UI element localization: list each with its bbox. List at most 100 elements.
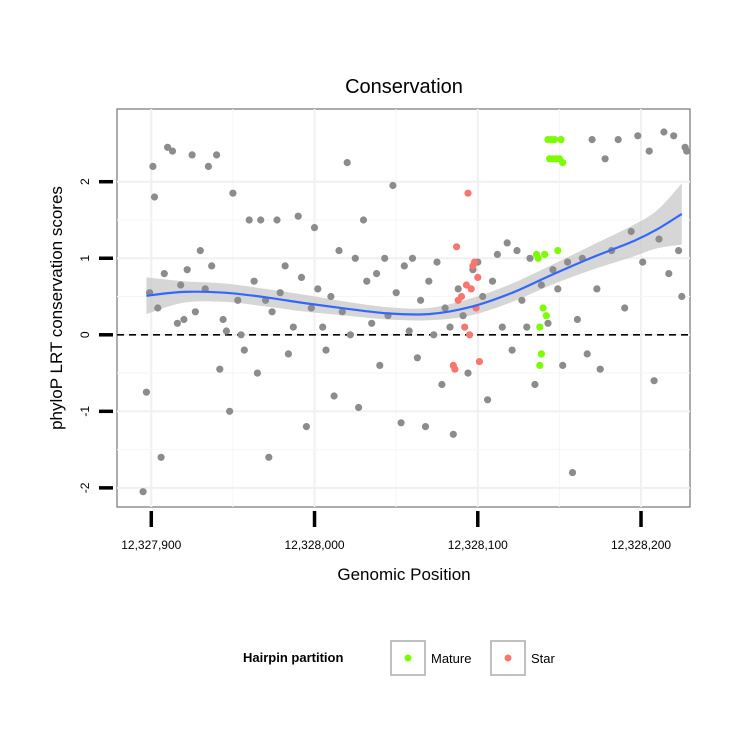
data-point-other xyxy=(405,327,413,335)
legend-key-mature xyxy=(390,640,426,676)
data-point-other xyxy=(188,151,196,159)
data-point-other xyxy=(180,315,188,324)
legend-dot-mature xyxy=(404,654,412,662)
data-point-other xyxy=(425,277,433,285)
data-point-star xyxy=(457,292,466,301)
data-point-other xyxy=(222,327,230,335)
data-point-other xyxy=(319,323,327,331)
data-point-other xyxy=(583,350,591,358)
data-point-other xyxy=(441,304,449,312)
data-point-other xyxy=(503,239,511,247)
data-point-other xyxy=(554,285,562,293)
data-point-other xyxy=(392,289,400,297)
data-point-other xyxy=(226,407,234,415)
data-point-mature xyxy=(537,350,546,358)
data-point-other xyxy=(488,277,497,285)
data-point-mature xyxy=(542,312,550,320)
data-point-other xyxy=(346,331,354,339)
data-point-other xyxy=(142,388,150,396)
data-point-other xyxy=(245,216,253,224)
data-point-other xyxy=(568,469,577,477)
data-point-other xyxy=(413,354,421,362)
data-point-other xyxy=(191,308,199,316)
data-point-other xyxy=(240,346,248,354)
confidence-band-layer xyxy=(146,183,682,321)
data-point-other xyxy=(438,380,446,389)
data-point-other xyxy=(368,319,376,327)
data-point-other xyxy=(655,235,663,243)
data-point-star xyxy=(462,281,470,289)
data-point-other xyxy=(250,277,258,285)
data-point-other xyxy=(513,247,521,255)
data-point-other xyxy=(665,270,673,278)
data-point-other xyxy=(314,285,322,293)
data-point-other xyxy=(157,453,165,461)
legend-entry-star: Star xyxy=(490,640,556,676)
data-point-other xyxy=(537,281,546,289)
data-point-other xyxy=(355,403,363,412)
data-point-other xyxy=(307,304,315,312)
data-point-other xyxy=(417,296,425,304)
data-point-star xyxy=(451,365,459,373)
legend-label-mature: Mature xyxy=(431,651,471,666)
data-point-other xyxy=(484,396,492,404)
confidence-band xyxy=(146,183,682,321)
data-point-other xyxy=(276,289,284,297)
smooth-trend-line xyxy=(146,212,683,316)
data-point-other xyxy=(177,281,185,289)
data-point-other xyxy=(588,136,596,144)
data-point-other xyxy=(351,254,359,262)
data-point-other xyxy=(634,132,642,140)
data-point-other xyxy=(257,216,265,224)
data-point-other xyxy=(237,331,245,339)
data-point-other xyxy=(464,369,472,377)
data-point-other xyxy=(154,304,162,312)
data-point-other xyxy=(150,193,159,201)
data-point-other xyxy=(273,216,281,224)
data-point-other xyxy=(376,361,384,369)
data-point-other xyxy=(508,346,516,354)
data-point-other xyxy=(322,346,330,354)
y-tick-label: 0 xyxy=(78,331,92,338)
data-point-star xyxy=(475,358,483,366)
data-point-other xyxy=(183,266,191,274)
data-point-other xyxy=(645,147,653,155)
legend-label-star: Star xyxy=(531,651,556,666)
data-point-other xyxy=(327,292,335,301)
data-point-other xyxy=(573,315,582,324)
data-point-other xyxy=(531,380,539,389)
data-point-mature xyxy=(550,136,559,144)
data-point-mature xyxy=(541,250,549,258)
data-point-other xyxy=(149,162,157,170)
data-point-other xyxy=(168,147,177,155)
data-point-other xyxy=(234,296,242,304)
data-point-other xyxy=(670,132,678,140)
data-point-other xyxy=(564,258,572,266)
data-point-other xyxy=(160,270,168,278)
data-point-other xyxy=(627,227,635,236)
data-point-other xyxy=(219,315,227,324)
chart-title: Conservation xyxy=(345,76,463,98)
data-point-other xyxy=(213,151,221,159)
data-point-star xyxy=(467,285,475,293)
data-point-mature xyxy=(554,247,562,255)
data-point-other xyxy=(408,254,417,262)
data-point-other xyxy=(208,262,216,270)
data-point-star xyxy=(470,258,479,266)
x-tick-label: 12,328,100 xyxy=(448,538,508,552)
data-point-other xyxy=(284,350,292,358)
data-point-other xyxy=(338,308,346,316)
data-point-other xyxy=(359,216,368,224)
data-point-other xyxy=(559,361,567,369)
data-point-other xyxy=(297,273,306,281)
data-point-mature xyxy=(559,159,567,167)
data-point-other xyxy=(289,323,297,331)
data-point-other xyxy=(373,270,381,278)
data-point-other xyxy=(498,323,506,331)
data-point-other xyxy=(523,323,531,331)
data-point-other xyxy=(660,128,668,136)
data-point-mature xyxy=(557,136,565,144)
x-tick-label: 12,328,200 xyxy=(611,538,671,552)
y-tick-label: 2 xyxy=(78,178,92,185)
